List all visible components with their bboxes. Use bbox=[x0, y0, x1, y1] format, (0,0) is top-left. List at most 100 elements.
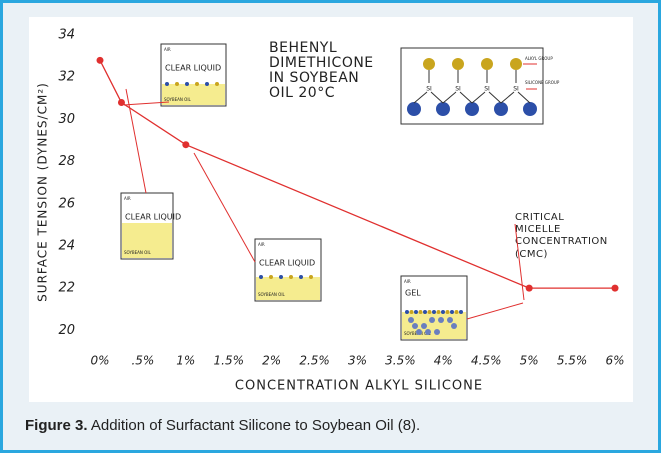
inset-molecule bbox=[450, 310, 454, 314]
inset-molecule bbox=[175, 82, 179, 86]
y-tick-label: 24 bbox=[58, 238, 75, 253]
inset-molecule bbox=[441, 310, 445, 314]
figure-frame: 20 22 24 26 28 30 32 34 0% .5% 1% 1.5% 2% 2.5% 3% 3.5% 4… bbox=[0, 0, 661, 453]
inset-label: CLEAR LIQUID bbox=[125, 213, 181, 222]
inset-molecule bbox=[185, 82, 189, 86]
silicone-ball bbox=[407, 102, 421, 116]
x-tick-label: 4.5% bbox=[471, 354, 502, 368]
y-tick-label: 20 bbox=[58, 323, 75, 338]
y-tick-label: 26 bbox=[58, 196, 75, 211]
inset-molecule bbox=[428, 310, 432, 314]
silicone-ball bbox=[436, 102, 450, 116]
x-tick-label: 2% bbox=[262, 354, 281, 368]
inset-top: AIR bbox=[164, 47, 171, 52]
inset-molecule bbox=[437, 310, 441, 314]
inset-molecule bbox=[205, 82, 209, 86]
inset-bottom: SOYBEAN OIL bbox=[124, 250, 152, 255]
y-tick-label: 30 bbox=[58, 112, 75, 127]
alkyl-ball bbox=[510, 58, 522, 70]
caption-label: Figure 3. bbox=[25, 417, 88, 434]
legend-label: ALKYL GROUP bbox=[525, 56, 553, 61]
y-tick-label: 28 bbox=[58, 154, 75, 169]
x-tick-label: 3% bbox=[348, 354, 367, 368]
inset-top: AIR bbox=[404, 279, 411, 284]
inset-molecule bbox=[299, 275, 303, 279]
inset-molecule bbox=[446, 310, 450, 314]
inset-bottom: SOYBEAN OIL bbox=[164, 97, 192, 102]
annotation: (CMC) bbox=[515, 249, 548, 260]
inset-molecule bbox=[455, 310, 459, 314]
inset-top: AIR bbox=[124, 196, 131, 201]
y-axis-label: SURFACE TENSION (DYNES/CM²) bbox=[36, 82, 50, 302]
inset-molecule bbox=[414, 310, 418, 314]
inset-molecule bbox=[259, 275, 263, 279]
inset-cluster bbox=[416, 329, 422, 335]
inset-cluster bbox=[451, 323, 457, 329]
x-tick-label: 4% bbox=[434, 354, 453, 368]
inset-cluster bbox=[438, 317, 444, 323]
data-point bbox=[526, 285, 533, 292]
x-axis-label: CONCENTRATION ALKYL SILICONE bbox=[235, 379, 483, 394]
inset-cluster bbox=[408, 317, 414, 323]
legend-label: SILICONE GROUP bbox=[525, 80, 560, 85]
annotation: CONCENTRATION bbox=[515, 236, 608, 247]
annotation: CRITICAL bbox=[515, 212, 564, 223]
data-point bbox=[97, 57, 104, 64]
inset-molecule bbox=[289, 275, 293, 279]
inset-molecule bbox=[410, 310, 414, 314]
inset-label: CLEAR LIQUID bbox=[259, 259, 315, 268]
y-tick-label: 22 bbox=[58, 281, 75, 296]
inset-label: CLEAR LIQUID bbox=[165, 64, 221, 73]
inset-molecule bbox=[419, 310, 423, 314]
x-tick-label: 3.5% bbox=[385, 354, 416, 368]
caption: Figure 3. Addition of Surfactant Silicon… bbox=[25, 417, 420, 434]
inset-cluster bbox=[447, 317, 453, 323]
y-tick-label: 32 bbox=[58, 70, 75, 85]
chart: 20 22 24 26 28 30 32 34 0% .5% 1% 1.5% 2% 2.5% 3% 3.5% 4… bbox=[29, 17, 633, 402]
inset-cluster bbox=[421, 323, 427, 329]
x-tick-label: 0% bbox=[90, 354, 109, 368]
inset-molecule bbox=[165, 82, 169, 86]
inset-molecule bbox=[405, 310, 409, 314]
atom-label: SI bbox=[484, 86, 490, 93]
x-tick-label: 1.5% bbox=[214, 354, 245, 368]
annotation: MICELLE bbox=[515, 224, 561, 235]
inset-molecule bbox=[195, 82, 199, 86]
x-tick-label: 5.5% bbox=[557, 354, 588, 368]
inset-molecule bbox=[459, 310, 463, 314]
atom-label: SI bbox=[426, 86, 432, 93]
x-tick-label: 6% bbox=[605, 354, 624, 368]
data-point bbox=[612, 285, 619, 292]
silicone-ball bbox=[465, 102, 479, 116]
alkyl-ball bbox=[481, 58, 493, 70]
x-tick-label: .5% bbox=[131, 354, 154, 368]
silicone-ball bbox=[494, 102, 508, 116]
annotation: BEHENYL bbox=[269, 40, 337, 56]
alkyl-ball bbox=[423, 58, 435, 70]
annotation: OIL 20°C bbox=[269, 85, 335, 101]
caption-text: Addition of Surfactant Silicone to Soybe… bbox=[91, 417, 420, 434]
silicone-ball bbox=[523, 102, 537, 116]
x-tick-label: 5% bbox=[520, 354, 539, 368]
data-point bbox=[182, 141, 189, 148]
inset-cluster bbox=[425, 329, 431, 335]
inset-molecule bbox=[215, 82, 219, 86]
inset-molecule bbox=[279, 275, 283, 279]
atom-label: SI bbox=[513, 86, 519, 93]
atom-label: SI bbox=[455, 86, 461, 93]
y-tick-label: 34 bbox=[58, 28, 75, 43]
inset-molecule bbox=[432, 310, 436, 314]
x-tick-label: 1% bbox=[176, 354, 195, 368]
inset-bottom: SOYBEAN OIL bbox=[258, 292, 286, 297]
inset-molecule bbox=[309, 275, 313, 279]
x-tick-label: 2.5% bbox=[299, 354, 330, 368]
inset-molecule bbox=[423, 310, 427, 314]
inset-molecule bbox=[269, 275, 273, 279]
data-point bbox=[118, 99, 125, 106]
inset-top: AIR bbox=[258, 242, 265, 247]
inset-cluster bbox=[434, 329, 440, 335]
annotation: DIMETHICONE bbox=[269, 55, 374, 71]
inset-cluster bbox=[412, 323, 418, 329]
annotation: IN SOYBEAN bbox=[269, 70, 359, 86]
inset-cluster bbox=[429, 317, 435, 323]
